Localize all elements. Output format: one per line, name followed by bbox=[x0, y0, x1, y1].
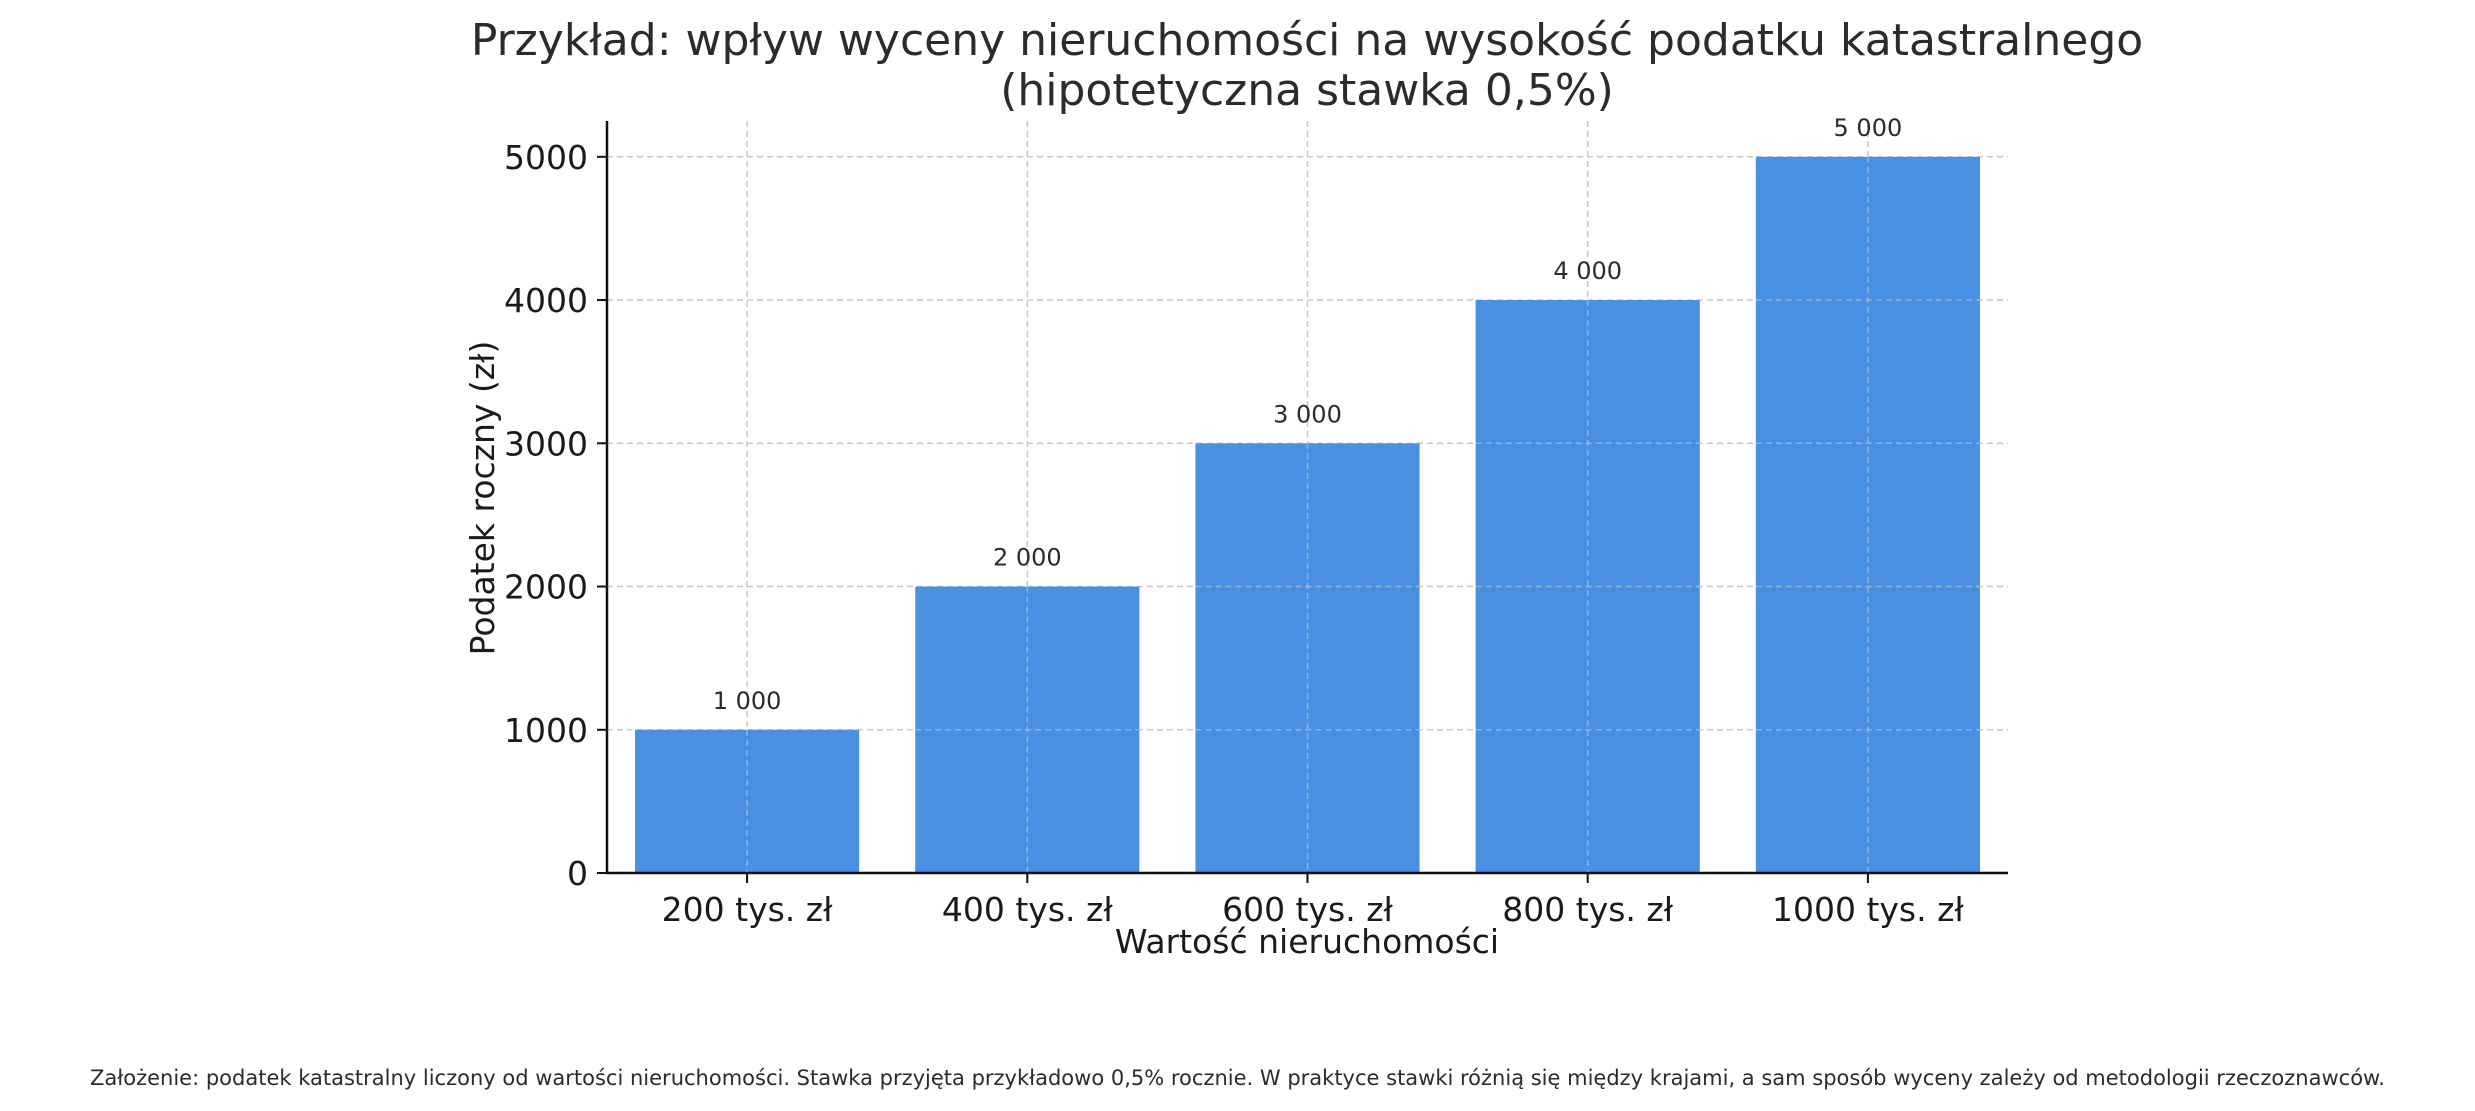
data-label-2: 2 000 bbox=[993, 544, 1062, 572]
y-axis-ticks: 0 1000 2000 3000 4000 5000 bbox=[504, 138, 607, 893]
x-tick-label: 1000 tys. zł bbox=[1772, 890, 1964, 929]
y-tick-label: 2000 bbox=[504, 568, 588, 607]
y-tick-label: 5000 bbox=[504, 138, 588, 177]
y-tick-label: 4000 bbox=[504, 281, 588, 320]
data-label-1: 1 000 bbox=[713, 687, 782, 715]
data-labels: 1 000 2 000 3 000 4 000 5 000 bbox=[713, 114, 1903, 715]
x-axis-ticks: 200 tys. zł 400 tys. zł 600 tys. zł 800 tys… bbox=[662, 873, 1964, 929]
chart-title-line-1: Przykład: wpływ wyceny nieruchomości na … bbox=[471, 15, 2143, 66]
x-tick-label: 200 tys. zł bbox=[662, 890, 833, 929]
bars bbox=[635, 156, 1980, 874]
y-tick-label: 0 bbox=[567, 854, 588, 893]
data-label-5: 5 000 bbox=[1834, 114, 1903, 142]
x-tick-label: 600 tys. zł bbox=[1222, 890, 1393, 929]
x-tick-label: 400 tys. zł bbox=[942, 890, 1113, 929]
bar-5 bbox=[1755, 156, 1980, 874]
y-tick-label: 1000 bbox=[504, 711, 588, 750]
x-axis-label: Wartość nieruchomości bbox=[1115, 922, 1499, 961]
y-tick-label: 3000 bbox=[504, 424, 588, 463]
data-label-3: 3 000 bbox=[1273, 400, 1342, 428]
y-axis-label: Podatek roczny (zł) bbox=[463, 341, 502, 656]
x-tick-label: 800 tys. zł bbox=[1502, 890, 1673, 929]
footnote: Założenie: podatek katastralny liczony o… bbox=[90, 1066, 2385, 1090]
data-label-4: 4 000 bbox=[1553, 257, 1622, 285]
chart-title-line-2: (hipotetyczna stawka 0,5%) bbox=[1000, 65, 1614, 116]
